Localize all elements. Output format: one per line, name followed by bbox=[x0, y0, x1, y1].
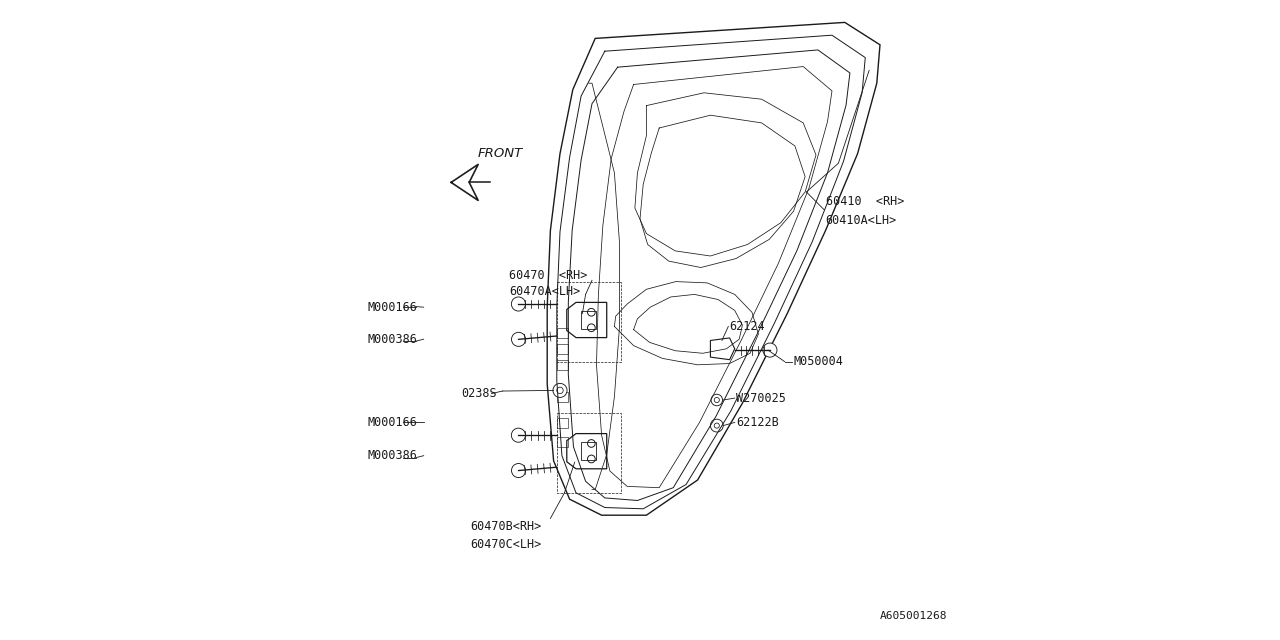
Bar bbox=[557, 328, 568, 338]
Text: 60470A<LH>: 60470A<LH> bbox=[508, 285, 580, 298]
Bar bbox=[557, 392, 568, 402]
Bar bbox=[581, 311, 596, 329]
Circle shape bbox=[511, 297, 525, 311]
Text: M000166: M000166 bbox=[369, 301, 417, 314]
Text: 60470B<RH>: 60470B<RH> bbox=[471, 520, 541, 532]
Circle shape bbox=[512, 463, 526, 477]
Polygon shape bbox=[452, 164, 479, 200]
Bar bbox=[557, 344, 568, 354]
Bar bbox=[581, 442, 596, 460]
Circle shape bbox=[553, 383, 567, 397]
Text: 62124: 62124 bbox=[730, 320, 765, 333]
Text: 60410A<LH>: 60410A<LH> bbox=[826, 214, 897, 227]
Text: 0238S: 0238S bbox=[461, 387, 497, 400]
Text: M050004: M050004 bbox=[794, 355, 844, 368]
Text: 60470  <RH>: 60470 <RH> bbox=[508, 269, 588, 282]
Circle shape bbox=[512, 332, 526, 346]
Circle shape bbox=[763, 343, 777, 357]
Circle shape bbox=[710, 419, 723, 432]
Text: 60470C<LH>: 60470C<LH> bbox=[471, 538, 541, 550]
Text: M000166: M000166 bbox=[369, 416, 417, 429]
Text: FRONT: FRONT bbox=[479, 147, 524, 160]
Text: 60410  <RH>: 60410 <RH> bbox=[826, 195, 904, 208]
Text: W270025: W270025 bbox=[736, 392, 786, 405]
Bar bbox=[557, 437, 568, 447]
Text: M000386: M000386 bbox=[369, 449, 417, 462]
Circle shape bbox=[511, 428, 525, 442]
Circle shape bbox=[712, 394, 722, 406]
Text: A605001268: A605001268 bbox=[879, 611, 947, 621]
Bar bbox=[557, 418, 568, 428]
Text: M000386: M000386 bbox=[369, 333, 417, 346]
Bar bbox=[557, 360, 568, 370]
Text: 62122B: 62122B bbox=[736, 416, 778, 429]
